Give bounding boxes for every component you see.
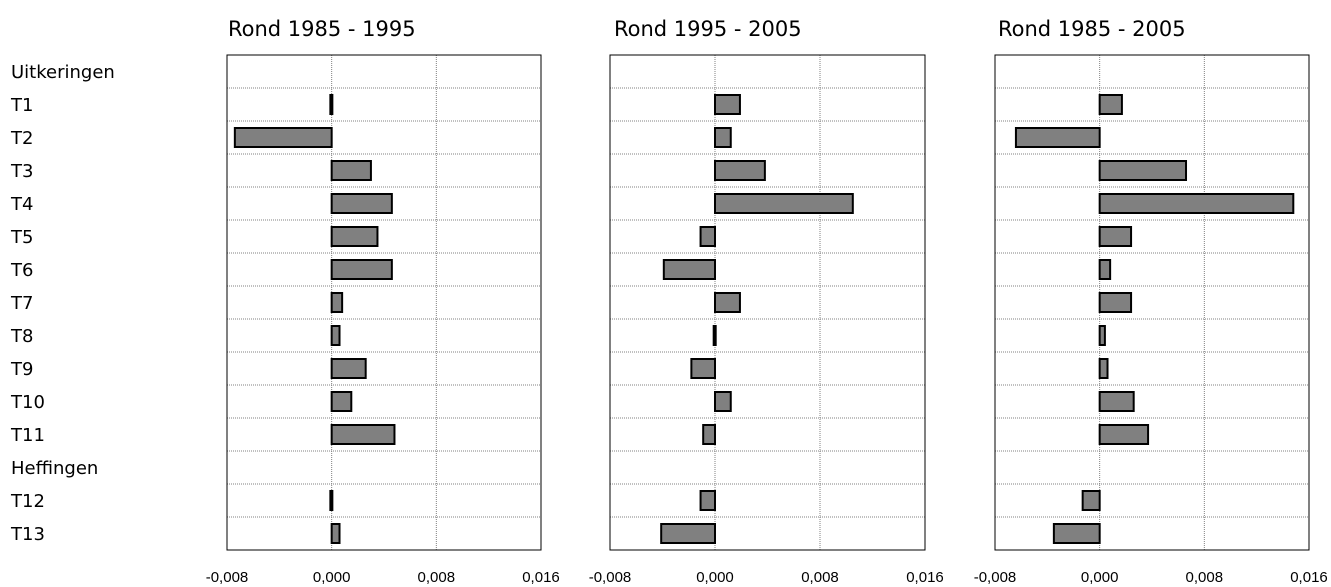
bar-t10 [330,391,353,412]
x-tick-label: 0,000 [313,569,351,586]
bar-t2 [1014,127,1101,148]
bar-t10 [714,391,732,412]
category-label: T10 [10,392,45,413]
category-label: T11 [10,425,45,446]
bar-t1 [329,94,334,115]
bar-t11 [1098,424,1150,445]
plot-frame [609,54,926,551]
bar-t8 [1098,325,1106,346]
bar-t6 [1098,259,1112,280]
bar-t4 [330,193,393,214]
bar-t1 [714,94,741,115]
bar-t6 [662,259,716,280]
category-label: T9 [10,359,33,380]
plot-frame [994,54,1310,551]
bar-t5 [330,226,379,247]
bar-t13 [660,523,716,544]
bar-t7 [1098,292,1133,313]
bar-t7 [714,292,741,313]
bar-t9 [690,358,716,379]
bar-t1 [1098,94,1123,115]
bar-t12 [699,490,716,511]
x-tick-label: 0,016 [522,569,560,586]
x-tick-label: -0,008 [974,569,1017,586]
x-tick-label: 0,008 [801,569,839,586]
bar-t4 [1098,193,1295,214]
panel-title: Rond 1985 - 1995 [228,17,416,41]
bar-t4 [714,193,854,214]
panel-title: Rond 1995 - 2005 [614,17,802,41]
category-label: T5 [10,227,33,248]
x-tick-label: 0,016 [906,569,944,586]
bar-t7 [330,292,344,313]
bar-t3 [714,160,766,181]
bar-t8 [712,325,717,346]
x-tick-label: -0,008 [206,569,249,586]
bar-t3 [1098,160,1188,181]
bar-t13 [1052,523,1101,544]
bar-t9 [1098,358,1109,379]
category-label: Uitkeringen [11,62,115,83]
bar-t12 [329,490,334,511]
category-label: T8 [10,326,33,347]
bar-t9 [330,358,367,379]
category-label: T7 [10,293,33,314]
bar-t12 [1081,490,1101,511]
x-tick-label: 0,000 [1081,569,1119,586]
bar-t11 [330,424,396,445]
category-label: T3 [10,161,33,182]
x-tick-label: 0,016 [1290,569,1328,586]
category-label: T2 [10,128,33,149]
category-label: T13 [10,524,45,545]
bar-t2 [233,127,333,148]
bar-t5 [1098,226,1133,247]
category-label: T12 [10,491,45,512]
bar-t2 [714,127,732,148]
bar-t5 [699,226,716,247]
bar-t10 [1098,391,1135,412]
x-tick-label: 0,008 [418,569,456,586]
category-label: T1 [10,95,33,116]
bar-t6 [330,259,393,280]
x-tick-label: -0,008 [589,569,632,586]
bar-t11 [702,424,716,445]
x-tick-label: 0,000 [696,569,734,586]
bar-t8 [330,325,341,346]
category-label: Heffingen [11,458,98,479]
plot-frame [226,54,542,551]
bar-t13 [330,523,341,544]
bar-t3 [330,160,372,181]
category-label: T6 [10,260,33,281]
panel-title: Rond 1985 - 2005 [998,17,1186,41]
x-tick-label: 0,008 [1186,569,1224,586]
category-label: T4 [10,194,33,215]
